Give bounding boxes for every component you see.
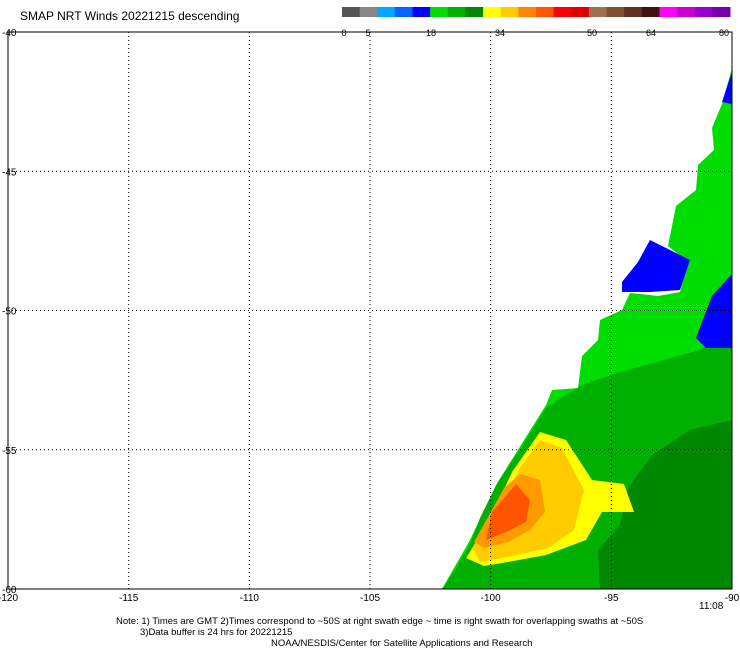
colorbar-segment [641, 7, 660, 17]
colorbar-segment [624, 7, 643, 17]
wind-speed-colorbar: 0 5 18 34 50 64 80 [341, 6, 732, 38]
longitude-tick-label: -95 [604, 593, 619, 604]
swath-blue-region-mid [622, 240, 690, 292]
colorbar-segment [694, 7, 713, 17]
colorbar-segment [536, 7, 555, 17]
colorbar-segment [430, 7, 449, 17]
longitude-labels: -120 -115 -110 -105 -100 -95 -90 [0, 593, 740, 604]
colorbar-label-18: 18 [425, 28, 437, 38]
colorbar-label-64: 64 [645, 28, 657, 38]
colorbar-segment [500, 7, 519, 17]
swath-deepgreen-region [598, 420, 732, 589]
swath-redorange-region [486, 484, 530, 540]
longitude-tick-label: -105 [360, 593, 380, 604]
colorbar-segment [483, 7, 502, 17]
latitude-labels: -40 -45 -50 -55 -60 [2, 28, 17, 596]
colorbar-segment [553, 7, 572, 17]
colorbar-label-50: 50 [586, 28, 598, 38]
colorbar-segment [377, 7, 396, 17]
colorbar-segment [606, 7, 625, 17]
map-title: SMAP NRT Winds 20221215 descending [20, 9, 240, 23]
longitude-tick-label: -115 [119, 593, 139, 604]
colorbar-segment [518, 7, 537, 17]
colorbar-segment [342, 7, 361, 17]
note-line-2: 3)Data buffer is 24 hrs for 20221215 [140, 627, 293, 638]
colorbar-label-80: 80 [718, 28, 730, 38]
longitude-tick-label: -100 [481, 593, 501, 604]
note-line-1: Note: 1) Times are GMT 2)Times correspon… [116, 616, 644, 627]
colorbar-segment [394, 7, 414, 17]
longitude-tick-label: -120 [0, 593, 18, 604]
latitude-tick-label: -60 [2, 585, 17, 596]
colorbar-segment [571, 7, 590, 17]
swath-time-label: 11:08 [699, 601, 724, 612]
colorbar-segment [677, 7, 696, 17]
colorbar-label-0: 0 [341, 28, 347, 38]
colorbar-strip [342, 7, 731, 17]
colorbar-segment [588, 7, 608, 17]
swath-blue-region-right [696, 274, 732, 348]
longitude-tick-label: -90 [725, 593, 740, 604]
colorbar-segment [359, 7, 378, 17]
colorbar-label-5: 5 [365, 28, 371, 38]
colorbar-segment [412, 7, 431, 17]
colorbar-segment [659, 7, 678, 17]
lat-lon-grid [8, 32, 732, 589]
latitude-tick-label: -45 [2, 167, 17, 178]
longitude-tick-label: -110 [240, 593, 260, 604]
note-line-3: NOAA/NESDIS/Center for Satellite Applica… [271, 638, 533, 649]
latitude-tick-label: -40 [2, 28, 17, 39]
swath-blue-region-top [722, 72, 732, 104]
latitude-tick-label: -55 [2, 446, 17, 457]
colorbar-label-34: 34 [494, 28, 506, 38]
latitude-tick-label: -50 [2, 307, 17, 318]
colorbar-segment [465, 7, 484, 17]
wind-swath [442, 68, 732, 589]
colorbar-segment [447, 7, 466, 17]
colorbar-segment [712, 7, 731, 17]
